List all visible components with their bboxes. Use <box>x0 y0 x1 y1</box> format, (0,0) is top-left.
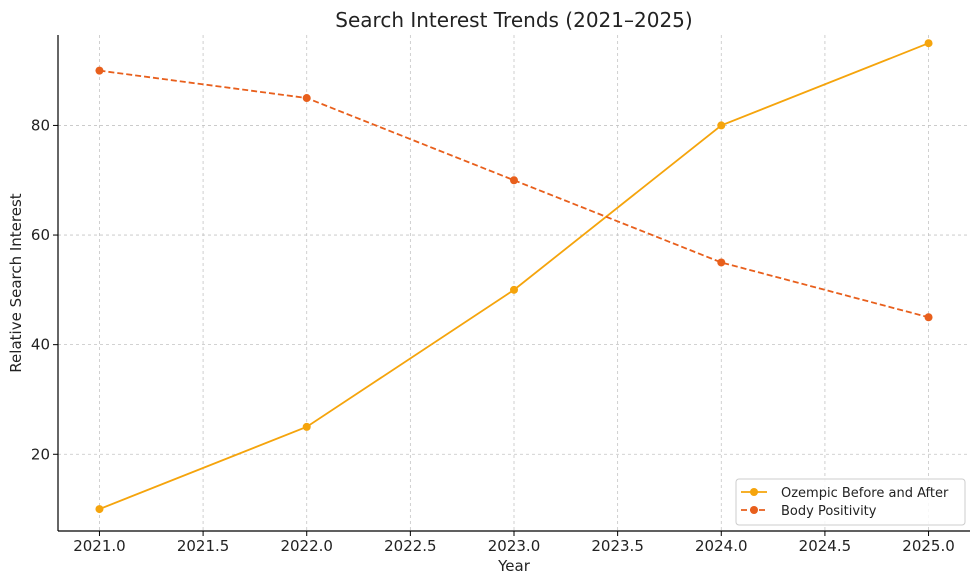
x-tick-label-4: 2023.0 <box>488 537 541 555</box>
legend-items: Ozempic Before and After Body Positivity <box>741 486 949 519</box>
series-0-point-0 <box>95 505 104 514</box>
series-0-point-1 <box>302 422 311 431</box>
chart-title: Search Interest Trends (2021–2025) <box>335 8 692 32</box>
y-axis-ticks: 20 40 60 80 <box>31 116 58 463</box>
legend-marker-1 <box>750 506 758 514</box>
y-axis-title: Relative Search Interest <box>7 193 25 372</box>
series-1-point-2 <box>510 176 518 185</box>
y-tick-label-0: 20 <box>31 445 50 463</box>
y-tick-label-3: 80 <box>31 116 50 134</box>
grid-lines <box>58 35 970 531</box>
series-0-point-4 <box>924 39 933 48</box>
x-tick-label-6: 2024.0 <box>695 537 748 555</box>
series-1-point-0 <box>95 66 104 75</box>
series-0-point-2 <box>510 285 518 294</box>
x-tick-label-0: 2021.0 <box>73 537 126 555</box>
x-axis-ticks: 2021.0 2021.5 2022.0 2022.5 2023.0 2023.5 2024… <box>73 531 955 555</box>
x-tick-label-7: 2024.5 <box>799 537 852 555</box>
x-tick-label-2: 2022.0 <box>280 537 333 555</box>
legend-box <box>735 478 966 526</box>
x-tick-label-8: 2025.0 <box>902 537 955 555</box>
legend-label-1: Body Positivity <box>781 504 877 519</box>
legend-label-0: Ozempic Before and After <box>781 486 949 501</box>
legend-marker-0 <box>750 488 758 496</box>
x-tick-label-5: 2023.5 <box>591 537 644 555</box>
y-tick-label-1: 40 <box>31 336 50 354</box>
y-tick-label-2: 60 <box>31 226 50 244</box>
series-1-point-4 <box>924 313 933 322</box>
series-1-point-1 <box>302 94 311 103</box>
series-0-point-3 <box>717 121 726 130</box>
series-layer <box>95 39 933 514</box>
x-tick-label-1: 2021.5 <box>177 537 230 555</box>
x-tick-label-3: 2022.5 <box>384 537 437 555</box>
x-axis-title: Year <box>497 557 531 575</box>
series-1-point-3 <box>717 258 726 267</box>
legend: Ozempic Before and After Body Positivity <box>735 478 966 526</box>
